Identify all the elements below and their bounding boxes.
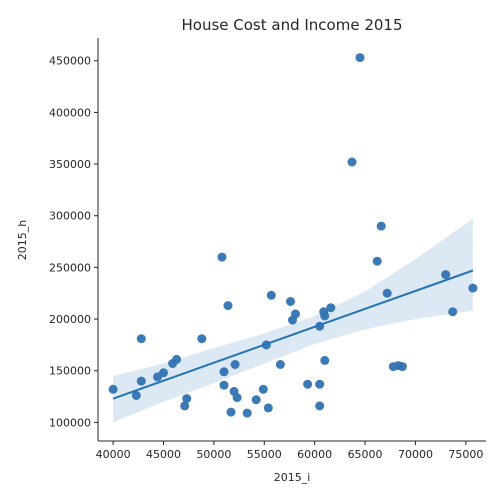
data-point	[355, 53, 365, 63]
y-tick-label: 350000	[49, 158, 91, 171]
data-point	[219, 367, 229, 377]
data-point	[251, 395, 261, 405]
data-point	[258, 384, 268, 394]
plot-area	[108, 53, 478, 423]
data-point	[131, 391, 141, 400]
data-point	[288, 315, 297, 325]
data-point	[286, 297, 295, 306]
data-point	[347, 157, 357, 167]
data-point	[168, 359, 178, 368]
data-point	[197, 334, 207, 344]
data-point	[263, 403, 273, 413]
data-point	[219, 380, 229, 390]
data-point	[468, 283, 478, 293]
y-tick-label: 400000	[49, 106, 91, 119]
x-tick-label: 40000	[96, 448, 131, 461]
data-point	[303, 379, 313, 389]
data-point	[388, 362, 398, 372]
x-axis-ticks: 40000 45000 50000 55000 60000 65000 70000 75000	[96, 441, 483, 461]
x-tick-label: 70000	[398, 448, 433, 461]
x-axis-label: 2015_i	[274, 471, 311, 484]
y-tick-label: 200000	[49, 313, 91, 326]
y-tick-label: 100000	[49, 416, 91, 429]
x-tick-label: 75000	[448, 448, 483, 461]
y-tick-label: 450000	[49, 55, 91, 68]
y-axis-label: 2015_h	[16, 220, 29, 260]
data-point	[382, 288, 392, 298]
chart-title: House Cost and Income 2015	[181, 16, 402, 34]
data-point	[326, 303, 336, 313]
y-tick-label: 150000	[49, 365, 91, 378]
data-point	[441, 270, 451, 280]
x-tick-label: 65000	[348, 448, 383, 461]
data-point	[315, 379, 325, 389]
data-point	[223, 301, 233, 311]
data-point	[136, 376, 146, 386]
data-point	[182, 394, 192, 404]
data-point	[217, 252, 227, 262]
data-point	[266, 290, 276, 300]
x-tick-label: 60000	[297, 448, 332, 461]
data-point	[320, 355, 330, 365]
data-point	[136, 334, 146, 344]
y-tick-label: 300000	[49, 210, 91, 223]
data-point	[230, 360, 240, 369]
data-point	[315, 401, 325, 411]
data-point	[376, 221, 386, 231]
data-point	[226, 407, 236, 417]
data-point	[180, 401, 190, 411]
x-tick-label: 50000	[196, 448, 231, 461]
data-points	[108, 53, 478, 418]
data-point	[275, 360, 285, 369]
x-tick-label: 55000	[247, 448, 282, 461]
data-point	[108, 384, 118, 394]
data-point	[372, 256, 382, 266]
data-point	[397, 362, 407, 372]
data-point	[153, 372, 162, 382]
x-tick-label: 45000	[146, 448, 181, 461]
y-axis-ticks: 100000 150000 200000 250000 300000 350000 4000…	[49, 55, 98, 429]
y-tick-label: 250000	[49, 261, 91, 274]
data-point	[320, 311, 330, 321]
regression-line	[112, 269, 474, 400]
data-point	[242, 408, 252, 418]
confidence-band	[113, 218, 473, 423]
data-point	[448, 307, 458, 317]
data-point	[232, 393, 242, 403]
